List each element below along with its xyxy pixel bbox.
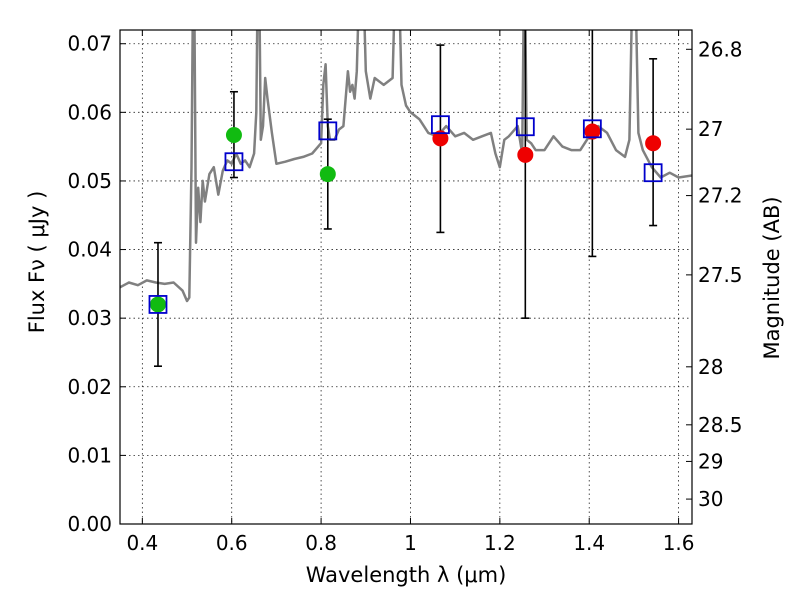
y-tick-label: 0.05 bbox=[67, 169, 112, 193]
mag-tick-label: 30 bbox=[698, 487, 723, 511]
mag-tick-label: 27.2 bbox=[698, 184, 743, 208]
x-tick-label: 1 bbox=[404, 531, 417, 555]
x-tick-label: 1.4 bbox=[573, 531, 605, 555]
x-axis-title: Wavelength λ (μm) bbox=[306, 563, 507, 587]
model-square bbox=[148, 295, 168, 314]
photometry-point bbox=[432, 130, 449, 147]
mag-tick-label: 26.8 bbox=[698, 37, 743, 61]
photometry-point bbox=[319, 166, 336, 183]
right-axis-title: Magnitude (AB) bbox=[760, 196, 784, 359]
y-axis-title: Flux Fν ( μJy ) bbox=[25, 191, 49, 334]
y-tick-label: 0.00 bbox=[67, 512, 112, 536]
photometry-point bbox=[645, 135, 662, 152]
spectrum bbox=[120, 30, 692, 303]
model-square bbox=[318, 121, 338, 141]
error-bars bbox=[153, 30, 658, 367]
photometry-point bbox=[584, 123, 601, 140]
photometry-point bbox=[517, 146, 534, 163]
mag-tick-label: 27 bbox=[698, 117, 723, 141]
x-tick-label: 0.8 bbox=[305, 531, 337, 555]
model-square bbox=[431, 115, 450, 135]
x-tick-label: 0.4 bbox=[126, 531, 158, 555]
mag-tick-label: 29 bbox=[698, 449, 723, 473]
mag-tick-label: 27.5 bbox=[698, 263, 743, 287]
photometry-point bbox=[149, 296, 166, 313]
y-tick-label: 0.06 bbox=[67, 100, 112, 124]
y-tick-label: 0.02 bbox=[67, 375, 112, 399]
photometry-point bbox=[225, 126, 242, 143]
mag-tick-label: 28 bbox=[698, 355, 723, 379]
model-square bbox=[582, 119, 602, 139]
x-tick-label: 1.6 bbox=[663, 531, 695, 555]
y-tick-label: 0.07 bbox=[67, 32, 112, 56]
model-square bbox=[224, 152, 244, 172]
x-tick-label: 0.6 bbox=[216, 531, 248, 555]
axis-ticks: 0.4 0.6 0.8 1 1.2 1.4 1.6 0.00 0.01 0.02 0.03 0.04 0… bbox=[67, 30, 743, 555]
y-tick-label: 0.04 bbox=[67, 238, 112, 262]
y-tick-label: 0.03 bbox=[67, 306, 112, 330]
x-tick-label: 1.2 bbox=[484, 531, 516, 555]
plot-frame bbox=[119, 29, 693, 525]
model-square bbox=[643, 163, 663, 183]
spectrum-line bbox=[120, 30, 692, 303]
model-square bbox=[515, 117, 535, 137]
y-tick-label: 0.01 bbox=[67, 443, 112, 467]
mag-tick-label: 28.5 bbox=[698, 413, 743, 437]
data-markers bbox=[148, 115, 663, 314]
